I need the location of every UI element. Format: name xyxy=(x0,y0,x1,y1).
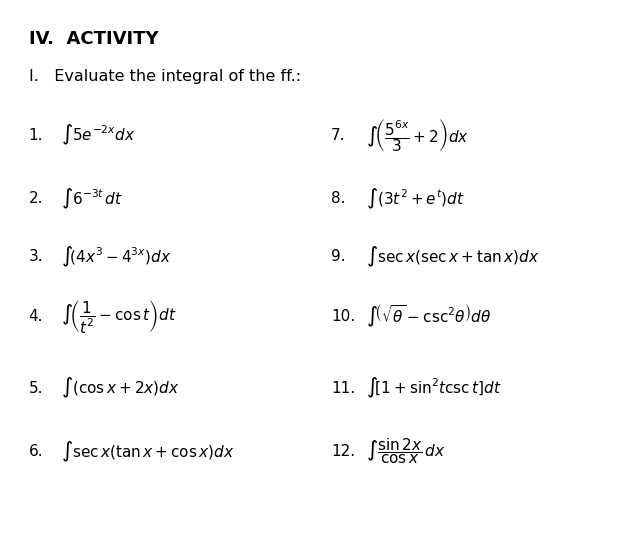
Text: 6.: 6. xyxy=(29,444,43,459)
Text: $\int (\cos x + 2x)dx$: $\int (\cos x + 2x)dx$ xyxy=(61,376,179,400)
Text: $\int (3t^2 + e^{t})dt$: $\int (3t^2 + e^{t})dt$ xyxy=(366,187,465,211)
Text: 2.: 2. xyxy=(29,191,43,206)
Text: 8.: 8. xyxy=(331,191,346,206)
Text: IV.  ACTIVITY: IV. ACTIVITY xyxy=(29,30,158,49)
Text: 12.: 12. xyxy=(331,444,355,459)
Text: 7.: 7. xyxy=(331,128,346,143)
Text: 10.: 10. xyxy=(331,309,355,324)
Text: $\int\!\left(4x^3 - 4^{3x}\right)dx$: $\int\!\left(4x^3 - 4^{3x}\right)dx$ xyxy=(61,245,171,269)
Text: I.   Evaluate the integral of the ff.:: I. Evaluate the integral of the ff.: xyxy=(29,69,301,84)
Text: $\int \sec x(\tan x + \cos x)dx$: $\int \sec x(\tan x + \cos x)dx$ xyxy=(61,439,234,464)
Text: 9.: 9. xyxy=(331,249,346,264)
Text: $\int\!\left(\dfrac{5^{6x}}{3} + 2\right)dx$: $\int\!\left(\dfrac{5^{6x}}{3} + 2\right… xyxy=(366,116,469,154)
Text: 5.: 5. xyxy=(29,380,43,396)
Text: 3.: 3. xyxy=(29,249,43,264)
Text: $\int\!\left[1 + \sin^2\!t\csc t\right]dt$: $\int\!\left[1 + \sin^2\!t\csc t\right]d… xyxy=(366,376,502,400)
Text: $\int\!\left(\dfrac{1}{t^2} - \cos t\right)dt$: $\int\!\left(\dfrac{1}{t^2} - \cos t\rig… xyxy=(61,298,176,335)
Text: 11.: 11. xyxy=(331,380,355,396)
Text: $\int \sec x(\sec x + \tan x)dx$: $\int \sec x(\sec x + \tan x)dx$ xyxy=(366,245,540,269)
Text: 1.: 1. xyxy=(29,128,43,143)
Text: $\int \dfrac{\sin 2x}{\cos x}\, dx$: $\int \dfrac{\sin 2x}{\cos x}\, dx$ xyxy=(366,437,446,466)
Text: $\int 6^{-3t}\, dt$: $\int 6^{-3t}\, dt$ xyxy=(61,187,122,211)
Text: $\int\!\left(\sqrt{\theta} - \csc^2\!\theta\right)d\theta$: $\int\!\left(\sqrt{\theta} - \csc^2\!\th… xyxy=(366,303,492,330)
Text: 4.: 4. xyxy=(29,309,43,324)
Text: $\int 5e^{-2x}dx$: $\int 5e^{-2x}dx$ xyxy=(61,123,135,147)
